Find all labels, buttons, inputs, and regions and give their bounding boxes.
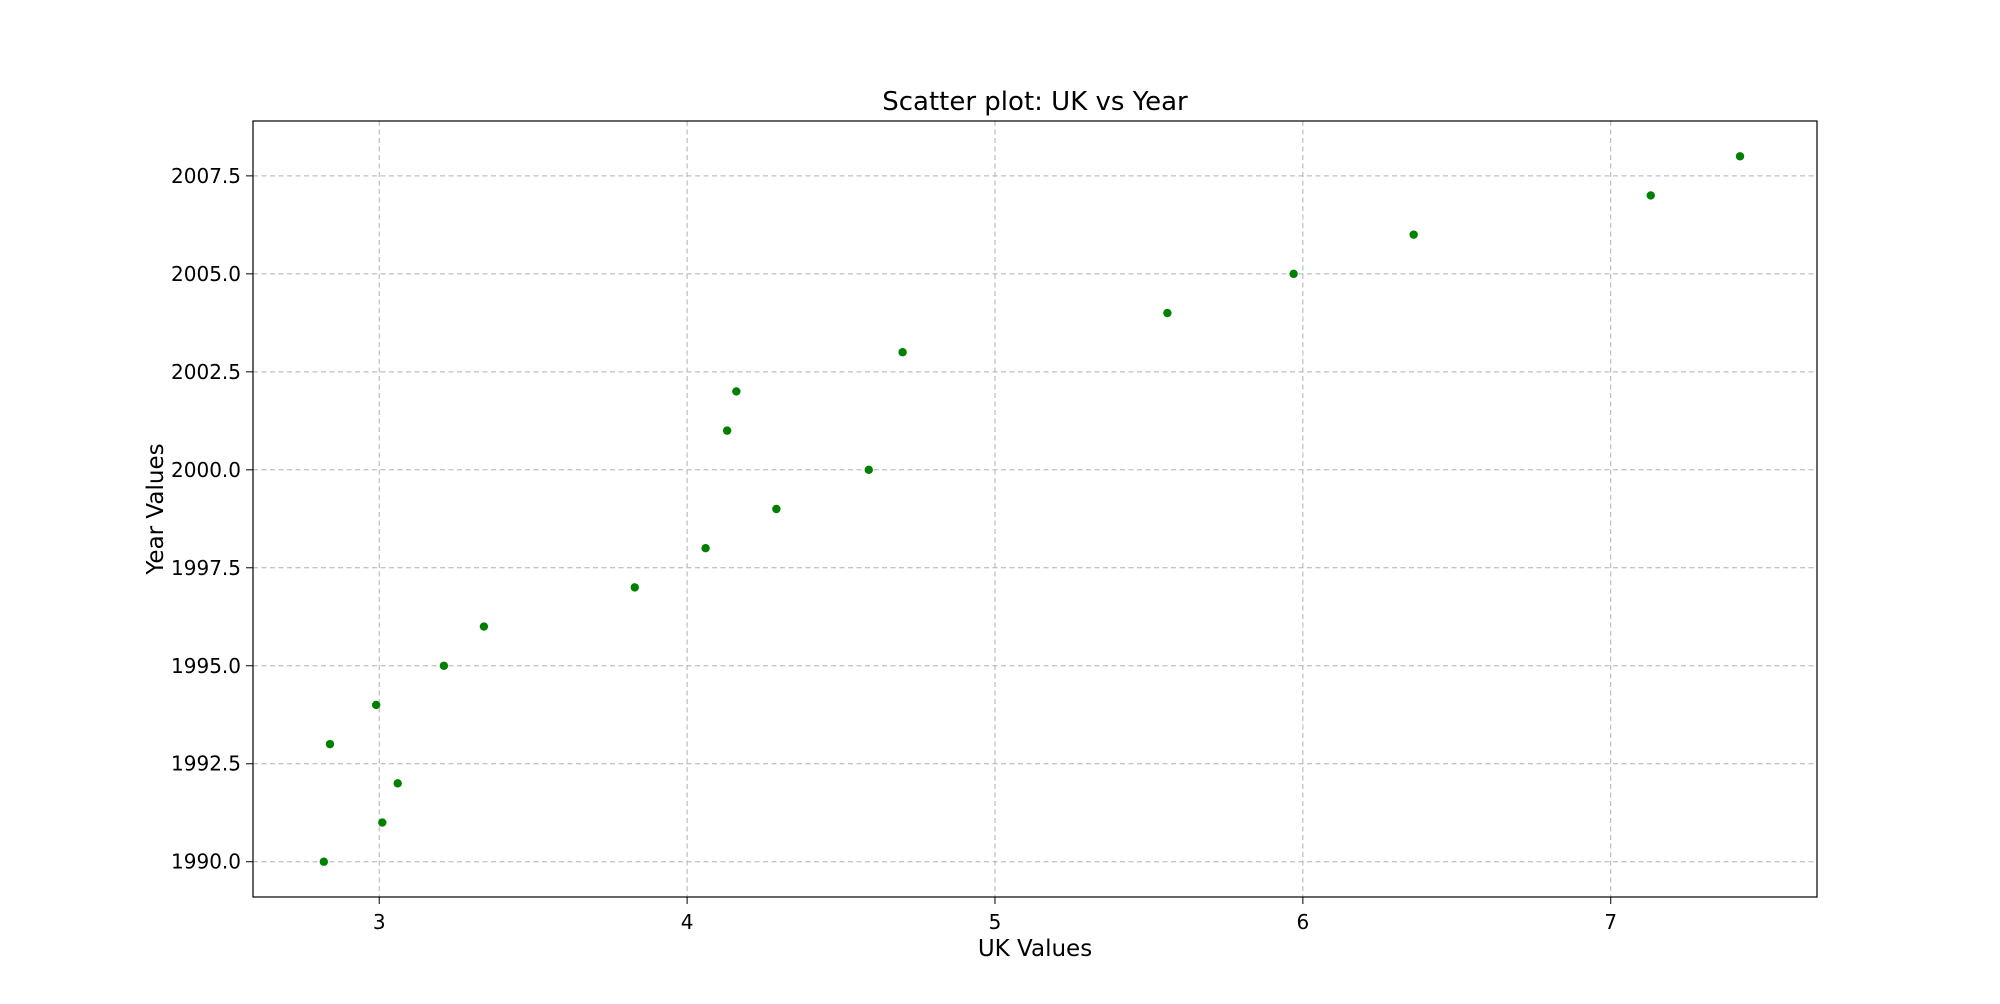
- data-point: [1163, 308, 1172, 318]
- y-tick-label: 2000.0: [171, 458, 241, 482]
- chart-title: Scatter plot: UK vs Year: [882, 87, 1188, 117]
- data-point: [393, 779, 402, 788]
- x-tick-label: 3: [373, 910, 386, 934]
- x-tick-label: 7: [1604, 910, 1617, 934]
- data-point: [1409, 230, 1418, 239]
- data-point: [325, 739, 335, 749]
- data-point: [1646, 191, 1655, 200]
- data-point: [898, 348, 907, 357]
- x-tick-label: 5: [989, 910, 1002, 934]
- y-tick-label: 2007.5: [171, 164, 241, 188]
- data-point: [864, 465, 873, 475]
- plot-area-frame: [252, 120, 1818, 898]
- y-axis-label: Year Values: [143, 443, 169, 575]
- data-point: [732, 387, 741, 396]
- x-tick-label: 6: [1296, 910, 1309, 934]
- data-point: [701, 543, 710, 553]
- data-point: [439, 661, 449, 670]
- x-axis-ticks: 3 4 5 6 7: [373, 897, 1617, 934]
- data-point: [479, 622, 489, 631]
- data-point: [630, 583, 639, 592]
- y-tick-label: 1990.0: [171, 850, 241, 874]
- grid-lines: [253, 121, 1817, 897]
- y-tick-label: 1995.0: [171, 654, 241, 678]
- data-point: [1735, 152, 1745, 161]
- y-tick-label: 1997.5: [171, 556, 241, 580]
- y-tick-label: 2002.5: [171, 360, 241, 384]
- data-point: [772, 504, 781, 514]
- y-axis-ticks: 1990.0 1992.5 1995.0 1997.5 2000.0 2002.5 2005…: [171, 164, 253, 874]
- y-tick-label: 2005.0: [171, 262, 241, 286]
- data-points: [319, 152, 1745, 866]
- data-point: [378, 818, 387, 827]
- data-point: [722, 426, 732, 435]
- data-point: [371, 700, 381, 710]
- data-point: [319, 857, 329, 866]
- x-tick-label: 4: [681, 910, 694, 934]
- x-axis-label: UK Values: [978, 936, 1092, 962]
- data-point: [1289, 269, 1298, 279]
- y-tick-label: 1992.5: [171, 752, 241, 776]
